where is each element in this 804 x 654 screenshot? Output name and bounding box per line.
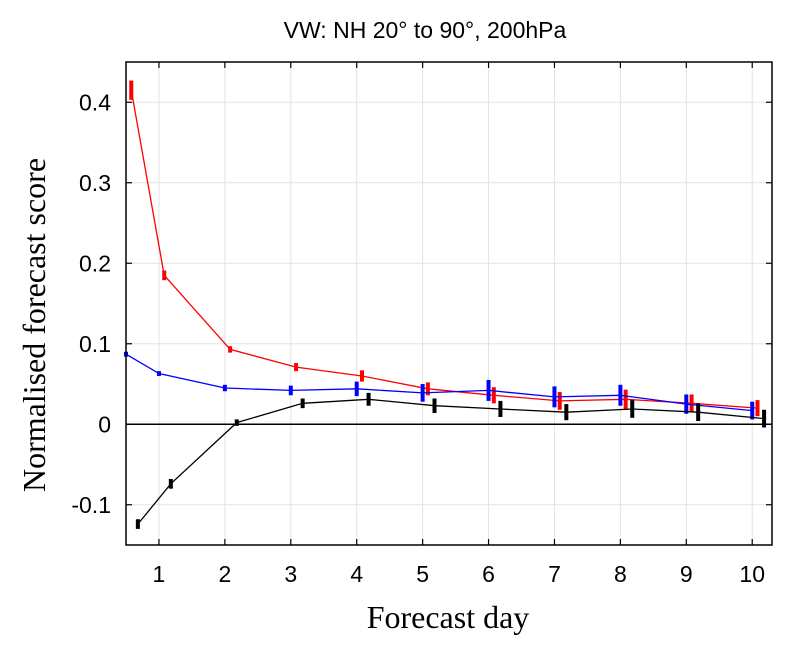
ticks — [126, 62, 772, 545]
chart-title: VW: NH 20° to 90°, 200hPa — [284, 17, 567, 43]
x-tick-label: 9 — [680, 561, 693, 587]
x-tick-label: 10 — [739, 561, 765, 587]
x-axis-label: Forecast day — [367, 599, 530, 635]
x-tick-label: 7 — [548, 561, 561, 587]
y-tick-label: -0.1 — [71, 492, 111, 518]
y-tick-label: 0 — [98, 411, 111, 437]
x-tick-label: 4 — [350, 561, 363, 587]
x-tick-label: 8 — [614, 561, 627, 587]
series-1 — [129, 80, 760, 417]
y-tick-label: 0.2 — [79, 250, 111, 276]
y-axis-label: Normalised forecast score — [16, 158, 52, 492]
x-tick-label: 2 — [218, 561, 231, 587]
x-tick-label: 1 — [153, 561, 166, 587]
x-tick-label: 6 — [482, 561, 495, 587]
x-tick-label: 3 — [284, 561, 297, 587]
x-tick-label: 5 — [416, 561, 429, 587]
grid — [126, 62, 772, 545]
y-tick-label: 0.1 — [79, 331, 111, 357]
y-tick-label: 0.4 — [79, 89, 111, 115]
tick-labels: 1 2 3 4 5 6 7 8 9 10 -0.1 0 0.1 0.2 0.3 0.4 — [71, 89, 765, 587]
series-line — [137, 398, 765, 525]
y-tick-label: 0.3 — [79, 170, 111, 196]
series-layer — [124, 80, 767, 529]
series-line — [125, 353, 753, 412]
series-3 — [135, 392, 767, 529]
series-2 — [124, 351, 755, 420]
plot-area-frame — [125, 61, 773, 546]
